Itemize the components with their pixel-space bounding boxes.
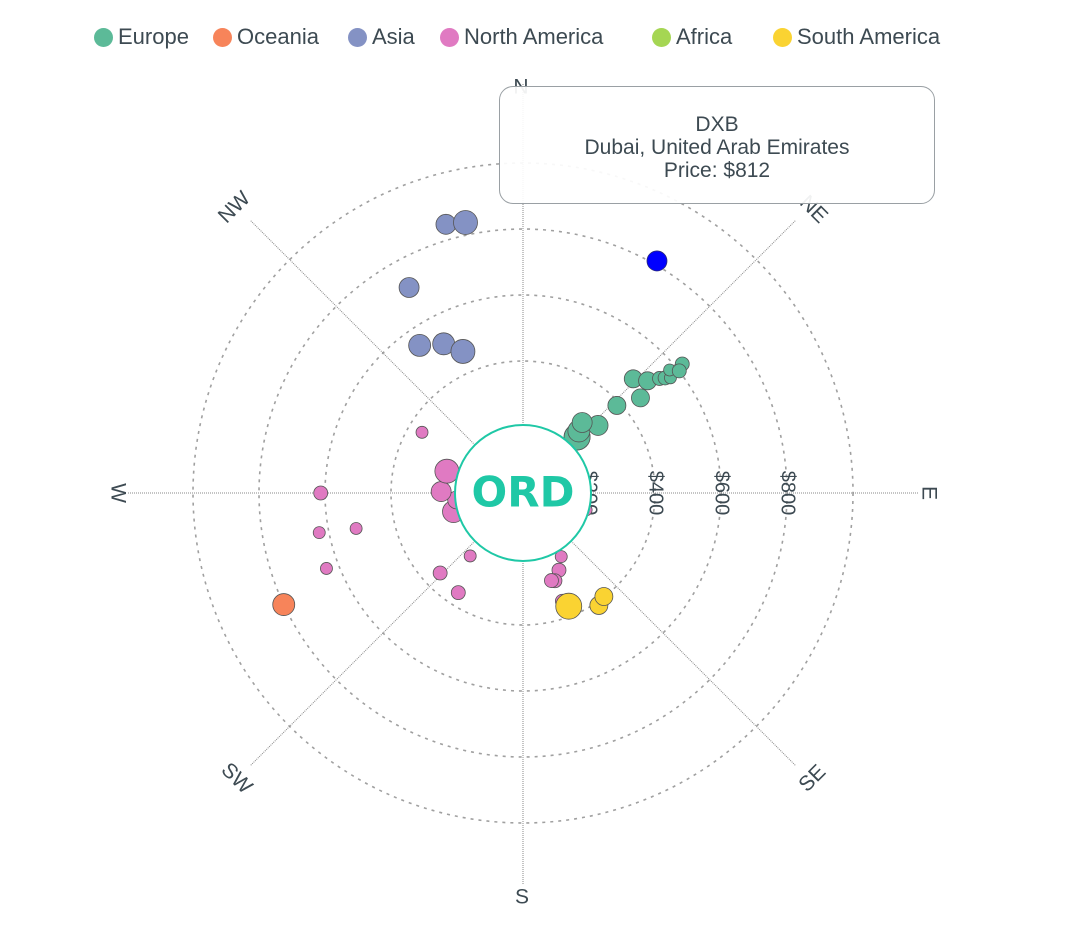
tooltip-city: Dubai, United Arab Emirates [584,136,850,159]
data-point-north-america[interactable] [349,522,363,535]
data-point-europe[interactable] [571,412,593,433]
legend-label: Asia [372,24,415,49]
data-point-north-america[interactable] [554,550,568,564]
data-point-south-america[interactable] [594,587,614,606]
data-point-north-america[interactable] [463,549,477,563]
legend-item-europe[interactable]: Europe [94,22,189,52]
data-point-asia[interactable] [398,277,420,298]
legend-swatch [773,27,792,47]
data-point-oceania[interactable] [272,593,296,616]
direction-label-w: W [106,483,129,503]
data-point-north-america[interactable] [320,562,333,575]
legend-label: Africa [676,24,733,49]
legend-swatch [348,27,367,47]
tooltip-code: DXB [695,113,739,136]
legend-item-south-america[interactable]: South America [773,22,940,52]
direction-label-e: E [917,486,940,500]
data-point-north-america[interactable] [415,425,429,439]
data-point-asia[interactable] [408,334,432,357]
legend-item-africa[interactable]: Africa [652,22,732,52]
legend-label: North America [464,24,604,49]
legend-label: Oceania [237,24,319,49]
legend-swatch [213,27,232,47]
direction-label-s: S [515,886,529,909]
data-point-asia[interactable] [435,213,457,235]
data-point-highlighted[interactable] [646,250,668,272]
data-point-north-america[interactable] [544,573,559,588]
center-circle [454,424,592,562]
legend-swatch [652,27,671,47]
data-point-south-america[interactable] [555,592,583,620]
data-point-asia[interactable] [453,210,478,235]
legend-item-asia[interactable]: Asia [348,22,415,52]
data-point-north-america[interactable] [430,481,452,502]
legend-swatch [440,27,459,47]
center-label: ORD [472,468,575,517]
legend-label: Europe [118,24,189,49]
direction-label-se: SE [794,760,830,796]
data-point-north-america[interactable] [432,565,448,581]
data-point-europe[interactable] [671,363,687,379]
tooltip: DXB Dubai, United Arab Emirates Price: $… [499,86,935,204]
radial-tick-label: $400 [645,471,667,516]
points-layer [272,210,690,620]
legend-item-north-america[interactable]: North America [440,22,603,52]
legend-label: South America [797,24,941,49]
data-point-north-america[interactable] [450,585,466,601]
radial-tick-label: $800 [777,471,799,516]
radial-tick-label: $600 [711,471,733,516]
data-point-europe[interactable] [607,396,627,415]
tooltip-price: Price: $812 [663,159,771,182]
legend-item-oceania[interactable]: Oceania [213,22,319,52]
direction-label-nw: NW [214,187,255,228]
data-point-north-america[interactable] [434,458,460,484]
center-badge: ORD [454,424,592,562]
data-point-europe[interactable] [631,388,650,408]
data-point-north-america[interactable] [312,526,326,540]
data-point-north-america[interactable] [313,485,329,501]
legend-swatch [94,27,113,47]
data-point-asia[interactable] [450,339,476,364]
direction-label-sw: SW [217,758,257,798]
